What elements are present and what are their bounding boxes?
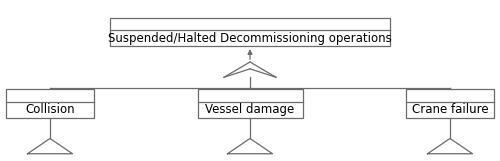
Bar — [110, 18, 390, 46]
Text: Vessel damage: Vessel damage — [206, 103, 294, 116]
Text: Crane failure: Crane failure — [412, 103, 488, 116]
Bar — [6, 89, 94, 118]
Text: Suspended/Halted Decommissioning operations: Suspended/Halted Decommissioning operati… — [108, 32, 392, 45]
Text: Collision: Collision — [25, 103, 75, 116]
Bar — [198, 89, 302, 118]
Bar — [406, 89, 494, 118]
